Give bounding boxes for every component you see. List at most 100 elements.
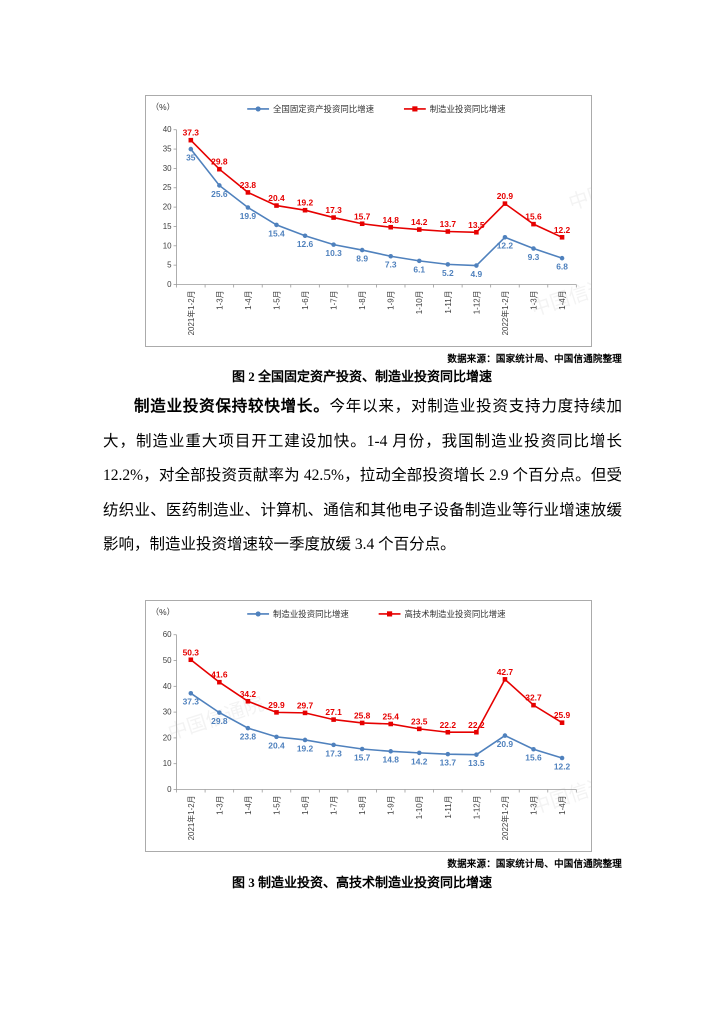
data-point bbox=[188, 146, 194, 152]
data-point bbox=[502, 677, 508, 682]
data-point bbox=[474, 752, 479, 757]
x-tick-label: 2021年1-2月 bbox=[186, 795, 196, 840]
data-point bbox=[445, 262, 451, 267]
x-tick-label: 1-3月 bbox=[529, 290, 538, 309]
data-label: 20.9 bbox=[497, 739, 514, 749]
data-label: 17.3 bbox=[325, 748, 342, 758]
data-label: 27.1 bbox=[325, 707, 342, 717]
x-tick-label: 1-10月 bbox=[415, 795, 424, 819]
data-label: 10.3 bbox=[325, 248, 342, 258]
paragraph-body-text: 今年以来，对制造业投资支持力度持续加大，制造业重大项目开工建设加快。1-4 月份… bbox=[103, 398, 622, 553]
y-axis-unit-label: （%） bbox=[151, 102, 175, 112]
data-point bbox=[331, 215, 336, 220]
x-tick-label: 1-9月 bbox=[387, 795, 396, 814]
data-label: 29.7 bbox=[297, 700, 314, 710]
data-label: 14.2 bbox=[411, 756, 428, 766]
data-label: 19.9 bbox=[240, 211, 257, 221]
data-label: 13.7 bbox=[440, 219, 457, 229]
paragraph-bold-lead: 制造业投资保持较快增长。 bbox=[134, 398, 330, 415]
data-label: 37.3 bbox=[183, 697, 200, 707]
data-point bbox=[359, 247, 365, 253]
y-tick-label: 15 bbox=[163, 222, 172, 231]
data-point bbox=[531, 746, 536, 752]
data-point bbox=[531, 702, 536, 708]
y-tick-label: 30 bbox=[163, 708, 172, 717]
data-point bbox=[388, 253, 393, 259]
y-tick-label: 0 bbox=[167, 785, 172, 794]
x-tick-label: 2022年1-2月 bbox=[500, 290, 510, 335]
y-tick-label: 20 bbox=[163, 733, 172, 742]
data-label: 7.3 bbox=[385, 260, 397, 270]
figure3-caption: 图 3 制造业投资、高技术制造业投资同比增速 bbox=[231, 875, 492, 890]
y-tick-label: 60 bbox=[163, 630, 172, 639]
data-point bbox=[331, 242, 336, 247]
data-point bbox=[302, 737, 308, 743]
data-label: 15.6 bbox=[525, 212, 542, 222]
data-point bbox=[302, 207, 308, 213]
data-label: 20.4 bbox=[268, 193, 285, 203]
data-point bbox=[359, 221, 365, 227]
data-point bbox=[474, 229, 479, 235]
data-point bbox=[245, 725, 251, 731]
data-label: 12.6 bbox=[297, 239, 314, 249]
data-point bbox=[445, 229, 451, 234]
legend-marker-square bbox=[412, 106, 418, 112]
data-point bbox=[416, 726, 422, 732]
data-point bbox=[331, 717, 336, 722]
data-label: 5.2 bbox=[442, 268, 454, 278]
x-tick-label: 1-8月 bbox=[358, 290, 367, 309]
x-tick-label: 1-9月 bbox=[387, 290, 396, 309]
y-tick-label: 30 bbox=[163, 164, 172, 173]
data-point bbox=[188, 137, 194, 143]
x-tick-label: 1-6月 bbox=[301, 795, 310, 814]
data-label: 42.7 bbox=[497, 667, 514, 677]
y-tick-label: 35 bbox=[163, 145, 172, 154]
data-label: 50.3 bbox=[183, 647, 200, 657]
data-point bbox=[531, 246, 536, 251]
data-label: 15.7 bbox=[354, 752, 371, 762]
x-tick-label: 1-5月 bbox=[272, 290, 281, 309]
legend-label: 高技术制造业投资同比增速 bbox=[404, 609, 506, 619]
data-label: 8.9 bbox=[356, 253, 368, 263]
data-label: 15.4 bbox=[268, 228, 285, 238]
legend-marker-circle bbox=[255, 106, 261, 112]
data-label: 23.8 bbox=[240, 180, 257, 190]
data-label: 15.7 bbox=[354, 211, 371, 221]
data-point bbox=[302, 710, 308, 716]
x-tick-label: 1-6月 bbox=[301, 290, 310, 309]
data-point bbox=[359, 720, 365, 726]
x-tick-label: 1-11月 bbox=[444, 795, 453, 818]
y-tick-label: 40 bbox=[163, 125, 172, 134]
x-tick-label: 1-12月 bbox=[472, 290, 481, 314]
data-point bbox=[416, 227, 422, 232]
data-label: 13.5 bbox=[468, 220, 485, 230]
data-label: 13.7 bbox=[440, 758, 457, 768]
x-tick-label: 2022年1-2月 bbox=[500, 795, 510, 840]
data-point bbox=[188, 657, 194, 663]
figure3-chart-box: 中国信通院 中国信通院 （%） 0 10 20 30 40 50 60 2021年1-2月 1-3月 1… bbox=[145, 600, 592, 852]
data-point bbox=[445, 729, 451, 735]
data-label: 13.5 bbox=[468, 758, 485, 768]
watermark: 中国信通院 bbox=[566, 163, 591, 215]
data-point bbox=[245, 190, 251, 195]
data-point bbox=[331, 742, 336, 748]
data-label: 29.9 bbox=[268, 700, 285, 710]
legend-label: 制造业投资同比增速 bbox=[273, 609, 349, 619]
data-label: 23.5 bbox=[411, 716, 428, 726]
series-line bbox=[190, 692, 563, 759]
data-label: 19.2 bbox=[297, 743, 314, 753]
data-label: 35 bbox=[186, 152, 196, 162]
series-line bbox=[190, 139, 563, 239]
data-point bbox=[416, 750, 422, 756]
data-point bbox=[531, 221, 536, 227]
data-label: 25.8 bbox=[354, 710, 371, 720]
data-label: 4.9 bbox=[471, 269, 483, 279]
data-point bbox=[217, 183, 222, 188]
data-label: 12.2 bbox=[554, 225, 571, 235]
data-label: 25.9 bbox=[554, 710, 571, 720]
figure2-caption: 图 2 全国固定资产投资、制造业投资同比增速 bbox=[231, 369, 492, 384]
x-tick-label: 1-10月 bbox=[415, 290, 424, 314]
body-paragraph: 制造业投资保持较快增长。今年以来，对制造业投资支持力度持续加大，制造业重大项目开… bbox=[103, 390, 622, 563]
data-label: 17.3 bbox=[325, 205, 342, 215]
